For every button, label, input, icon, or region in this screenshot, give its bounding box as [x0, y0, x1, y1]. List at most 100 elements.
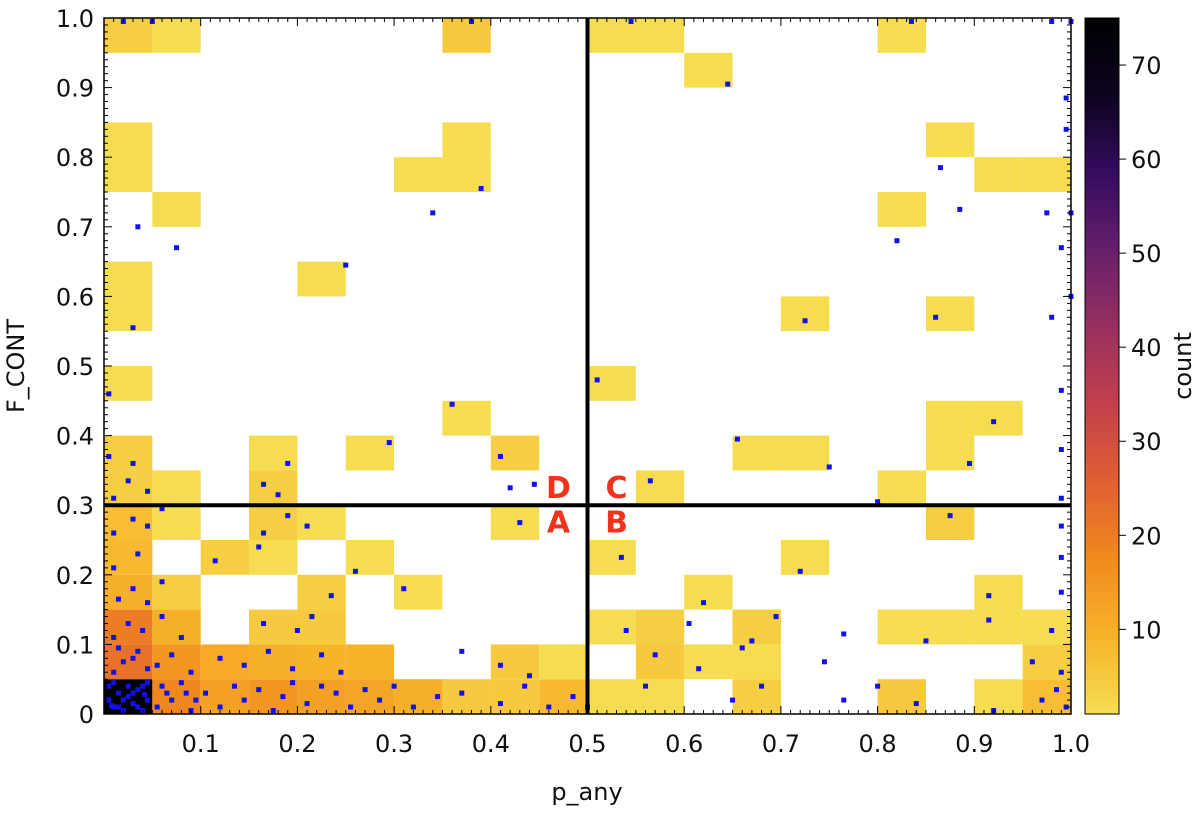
scatter-point — [937, 165, 943, 171]
colorbar-tick-label: 30 — [1131, 428, 1162, 456]
heatmap-bin — [877, 18, 926, 53]
scatter-point — [531, 481, 537, 487]
scatter-point — [1049, 314, 1055, 320]
scatter-point — [111, 530, 117, 536]
y-tick-label: 0.1 — [56, 631, 94, 659]
scatter-point — [294, 627, 300, 633]
scatter-point — [159, 579, 165, 585]
scatter-point — [120, 659, 126, 665]
scatter-point — [116, 704, 122, 710]
heatmap-bin — [104, 261, 153, 297]
colorbar-label: count — [1169, 332, 1197, 400]
heatmap-bin — [780, 540, 830, 575]
scatter-point — [164, 690, 170, 696]
heatmap-bin — [394, 679, 443, 714]
heatmap-bin — [152, 470, 201, 506]
scatter-point — [140, 627, 146, 633]
scatter-point — [169, 652, 175, 658]
y-tick-label: 0.2 — [56, 562, 94, 590]
scatter-point — [1053, 687, 1059, 693]
scatter-point — [130, 655, 136, 661]
scatter-point — [875, 499, 881, 505]
scatter-point — [647, 478, 653, 484]
heatmap-bin — [732, 679, 781, 714]
scatter-point — [826, 464, 832, 470]
y-tick-label: 0.7 — [56, 214, 94, 242]
scatter-point — [1058, 447, 1064, 453]
scatter-point — [309, 614, 315, 620]
scatter-point — [1049, 627, 1055, 633]
y-tick-label: 0.9 — [56, 75, 94, 103]
scatter-point — [739, 645, 745, 651]
scatter-point — [338, 669, 344, 675]
heatmap-bin — [635, 18, 685, 53]
scatter-point — [362, 687, 368, 693]
y-tick-labels: 0 0.1 0.2 0.3 0.4 0.5 0.6 0.7 0.8 0.9 1.0 — [56, 5, 94, 729]
scatter-point — [497, 701, 503, 707]
scatter-point — [188, 669, 194, 675]
scatter-point — [154, 704, 160, 710]
threshold-lines — [104, 18, 1071, 714]
colorbar-tick-label: 10 — [1131, 616, 1162, 644]
scatter-point — [241, 697, 247, 703]
heatmap-bin — [925, 609, 975, 645]
scatter-point — [821, 659, 827, 665]
scatter-point — [1058, 495, 1064, 501]
scatter-point — [217, 655, 223, 661]
scatter-point — [285, 460, 291, 466]
scatter-point — [1039, 697, 1045, 703]
colorbar-bar — [1084, 17, 1120, 715]
heatmap-bin — [297, 261, 346, 297]
scatter-point — [178, 634, 184, 640]
x-tick-label: 0.2 — [278, 730, 316, 758]
scatter-point — [497, 662, 503, 668]
heatmap-bin — [1022, 679, 1071, 714]
heatmap-bin — [104, 296, 153, 332]
scatter-point — [435, 694, 441, 700]
scatter-point — [1058, 387, 1064, 393]
scatter-point — [343, 262, 349, 268]
x-tick-label: 0.8 — [859, 730, 897, 758]
scatter-point — [497, 453, 503, 459]
heatmap-bin — [925, 122, 975, 158]
x-axis-label: p_any — [551, 778, 622, 806]
scatter-point — [135, 704, 141, 710]
scatter-point — [734, 436, 740, 442]
heatmap-bin — [297, 609, 346, 645]
scatter-point — [652, 652, 658, 658]
scatter-point — [986, 593, 992, 599]
heatmap-bin — [249, 505, 298, 540]
heatmap-bin — [974, 679, 1023, 714]
scatter-point — [517, 520, 523, 526]
scatter-point — [319, 652, 325, 658]
scatter-point — [130, 701, 136, 707]
heatmap-bin — [587, 679, 636, 714]
heatmap-bin — [297, 505, 346, 540]
scatter-point — [232, 683, 238, 689]
scatter-point — [546, 704, 552, 710]
x-tick-label: 0.9 — [955, 730, 993, 758]
colorbar-tick-label: 70 — [1131, 52, 1162, 80]
heatmap-bin — [925, 400, 975, 436]
quadrant-label-d: D — [546, 471, 571, 506]
heatmap-bin — [684, 644, 733, 680]
scatter-point — [130, 325, 136, 331]
scatter-point — [130, 516, 136, 522]
heatmap-bin — [539, 644, 588, 680]
y-tick-label: 0.3 — [56, 492, 94, 520]
scatter-point — [459, 648, 465, 654]
scatter-point — [261, 621, 267, 627]
scatter-points — [106, 18, 1074, 714]
x-tick-label: 0.6 — [665, 730, 703, 758]
scatter-point — [116, 645, 122, 651]
scatter-point — [1058, 554, 1064, 560]
heatmap-bin — [587, 609, 636, 645]
scatter-point — [459, 690, 465, 696]
heatmap-bin — [684, 52, 733, 88]
heatmap-bin — [877, 609, 926, 645]
scatter-point — [802, 318, 808, 324]
scatter-point — [947, 513, 953, 519]
scatter-point — [116, 596, 122, 602]
heatmap-bin — [780, 435, 830, 471]
heatmap-bin — [297, 574, 346, 610]
